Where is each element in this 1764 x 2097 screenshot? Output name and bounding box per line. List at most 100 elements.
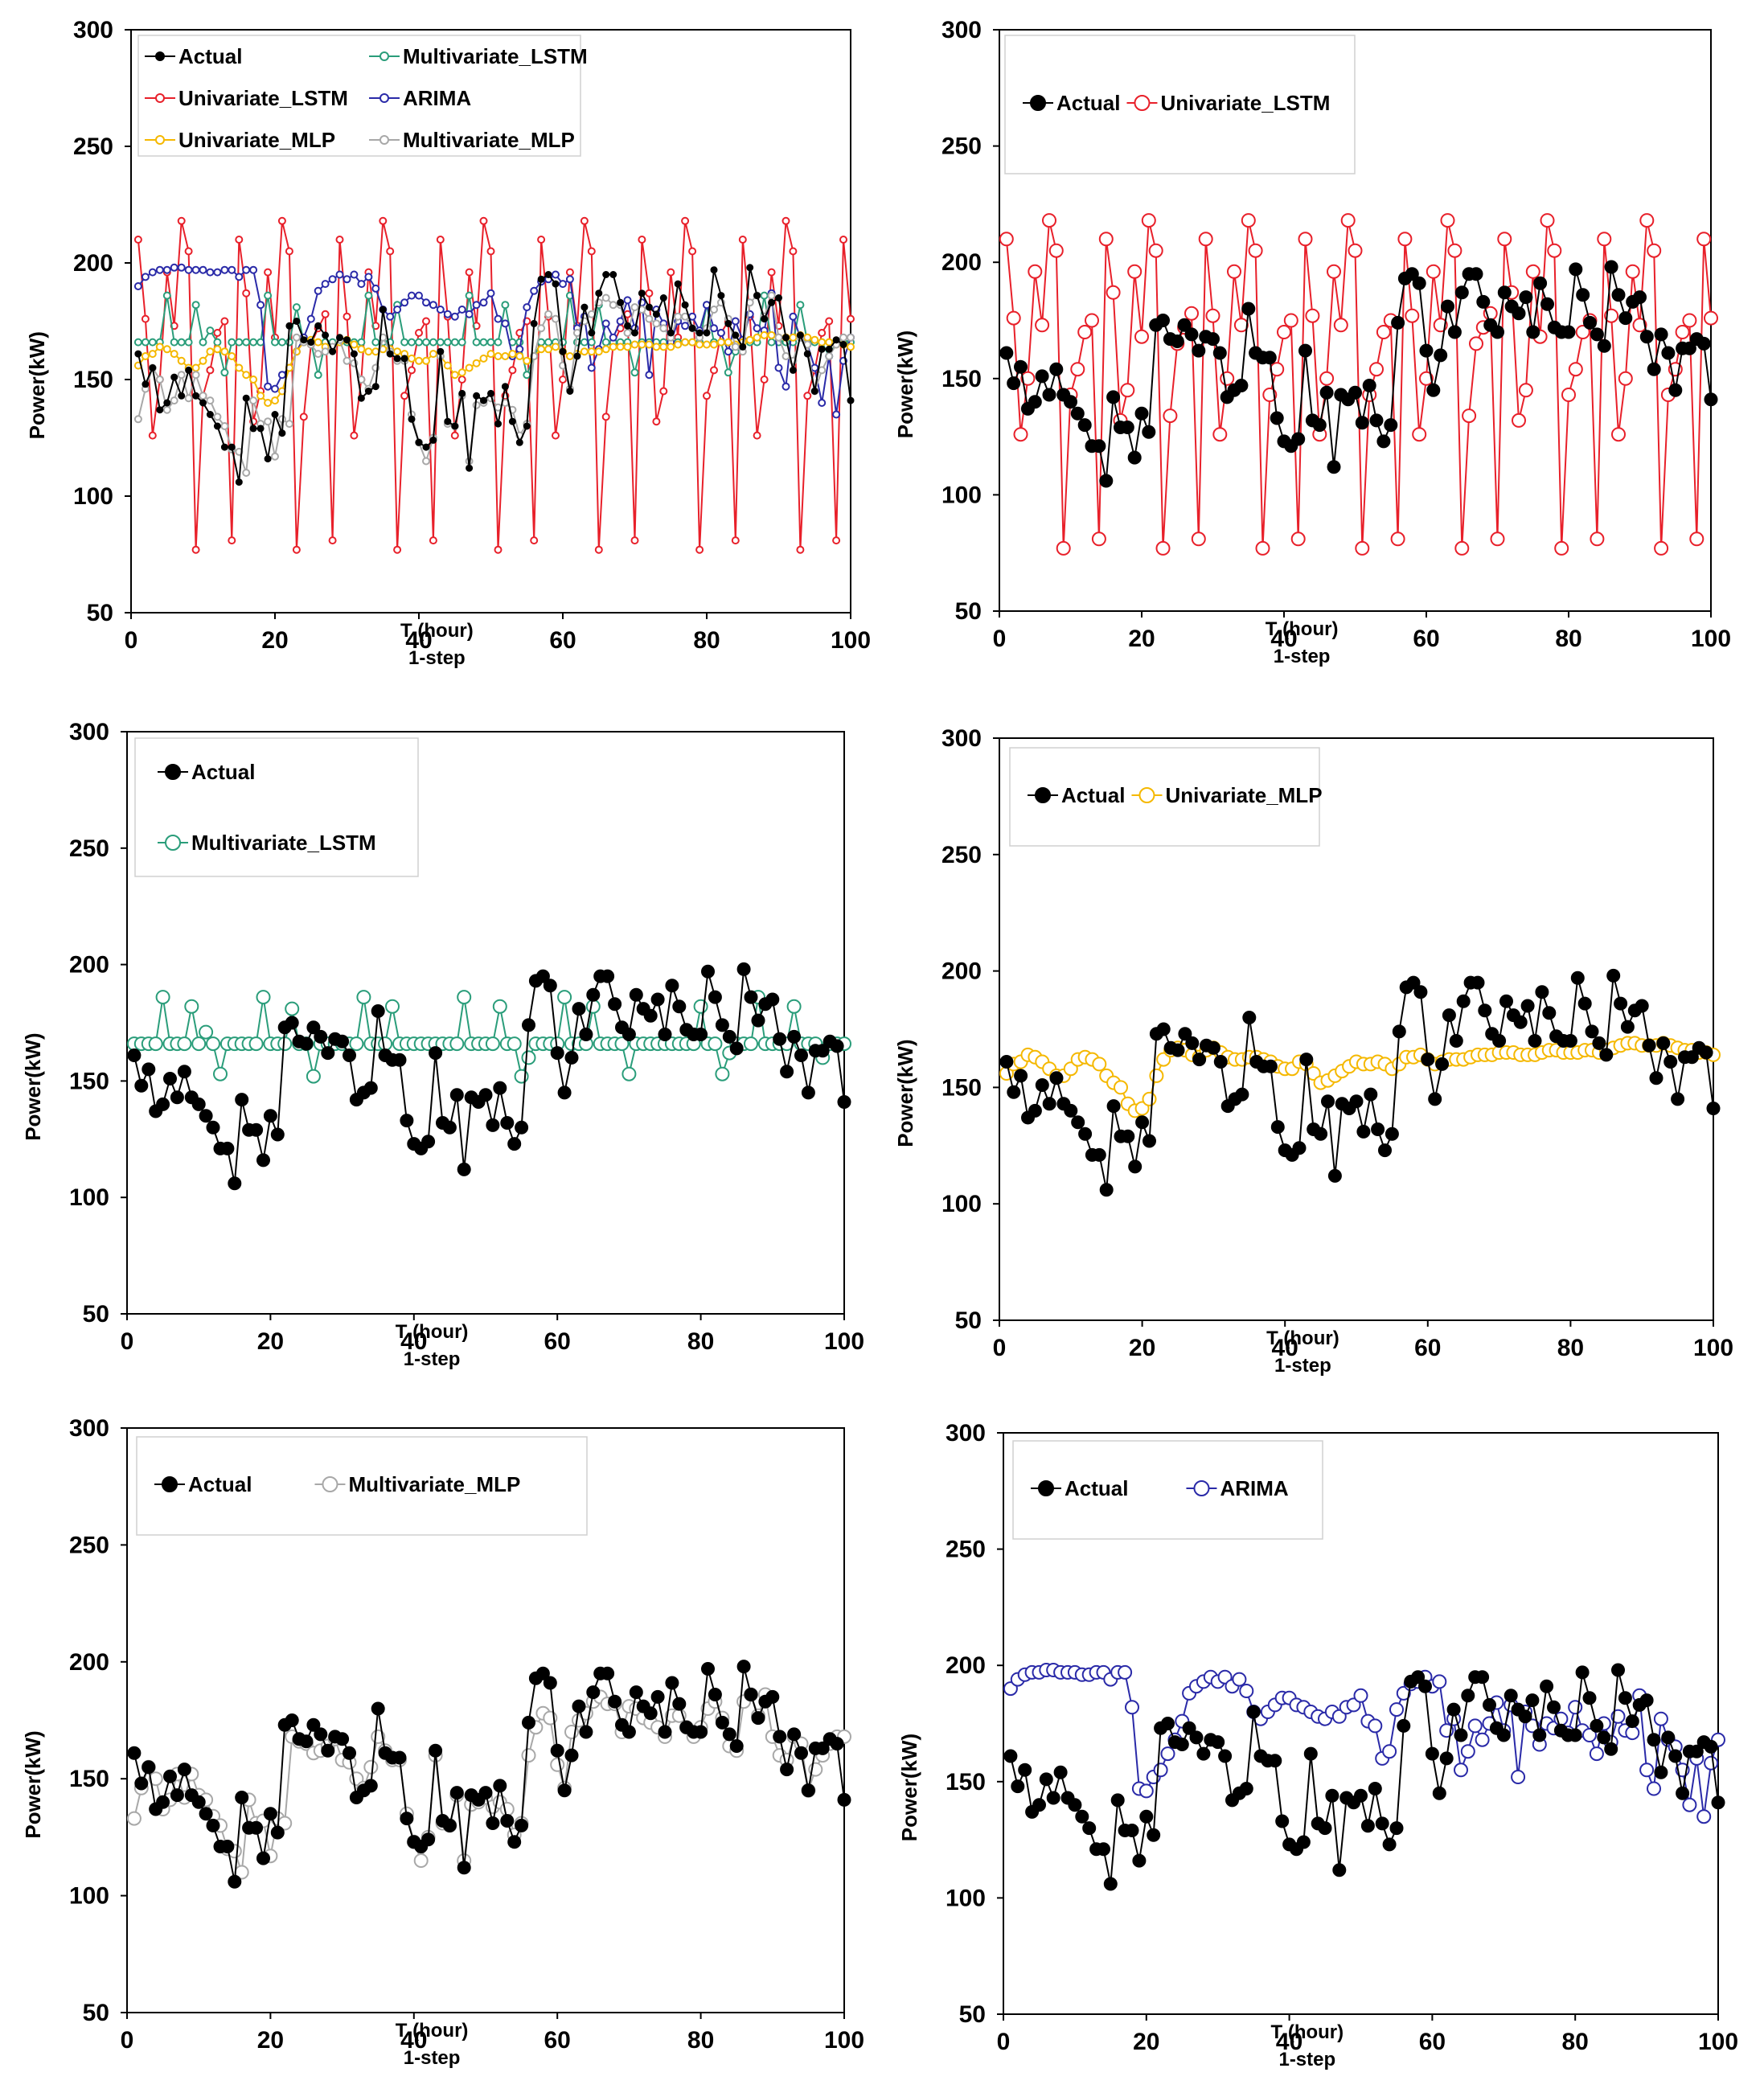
data-point-actual <box>694 1725 708 1739</box>
data-point-multivariate-lstm <box>443 338 452 347</box>
y-tick-label: 300 <box>946 1420 986 1447</box>
data-point-multivariate-mlp <box>264 417 273 426</box>
data-point-univariate-lstm <box>537 236 546 244</box>
x-tick-label: 0 <box>125 627 138 654</box>
data-point-actual <box>285 1016 299 1030</box>
series-line-multivariate-mlp <box>137 293 851 474</box>
data-point-actual <box>263 1807 277 1821</box>
x-axis-sublabel: 1-step <box>1274 1355 1331 1377</box>
data-point-actual <box>608 997 622 1012</box>
data-point-actual <box>1412 276 1426 290</box>
data-point-arima <box>1432 1674 1447 1689</box>
data-point-arima <box>1239 1684 1254 1698</box>
data-point-arima <box>1160 1746 1175 1762</box>
data-point-actual <box>264 455 272 463</box>
data-point-actual <box>1649 1071 1663 1085</box>
data-point-actual <box>732 331 740 339</box>
data-point-actual <box>1671 1092 1685 1106</box>
data-point-multivariate-lstm <box>292 303 301 312</box>
data-point-univariate-mlp <box>220 347 229 356</box>
legend-label: Actual <box>188 1472 252 1496</box>
data-point-actual <box>1135 1115 1150 1130</box>
data-point-actual <box>1270 411 1284 425</box>
data-point-univariate-mlp <box>716 338 725 347</box>
data-point-arima <box>242 265 251 274</box>
data-point-actual <box>1139 1809 1154 1824</box>
data-point-actual <box>1134 406 1149 421</box>
data-point-arima <box>724 347 732 356</box>
data-point-arima <box>328 275 337 284</box>
data-point-univariate-mlp <box>1134 1101 1150 1116</box>
data-point-univariate-lstm <box>594 545 603 554</box>
data-point-actual <box>134 1776 149 1791</box>
data-point-actual <box>235 1093 249 1107</box>
data-point-actual <box>156 1795 170 1809</box>
data-point-actual <box>1035 1078 1049 1092</box>
data-point-arima <box>1511 1770 1526 1784</box>
data-point-multivariate-lstm <box>521 1050 536 1065</box>
x-axis-sublabel: 1-step <box>404 2047 461 2069</box>
data-point-multivariate-lstm <box>708 1036 723 1052</box>
data-point-actual <box>1392 1024 1406 1039</box>
data-point-actual <box>1583 315 1597 330</box>
data-point-actual <box>444 417 452 425</box>
data-point-actual <box>422 443 430 451</box>
data-point-univariate-lstm <box>1155 540 1171 556</box>
data-point-univariate-mlp <box>508 350 517 359</box>
data-point-multivariate-lstm <box>184 338 193 347</box>
data-point-multivariate-lstm <box>170 338 178 347</box>
legend-entry-actual: Actual <box>1028 783 1125 807</box>
data-point-actual <box>1007 1085 1021 1099</box>
data-point-univariate-mlp <box>695 340 704 349</box>
data-point-multivariate-lstm <box>213 338 222 347</box>
data-point-multivariate-mlp <box>544 310 553 318</box>
data-point-univariate-mlp <box>393 347 402 356</box>
data-point-arima <box>1396 1685 1411 1701</box>
data-point-arima <box>321 280 330 289</box>
data-point-actual <box>1299 1053 1314 1067</box>
data-point-multivariate-lstm <box>415 338 423 347</box>
data-point-actual <box>1142 425 1156 439</box>
data-point-actual <box>306 1717 321 1732</box>
data-point-univariate-lstm <box>552 431 560 440</box>
data-point-univariate-mlp <box>1092 1057 1107 1072</box>
data-point-actual <box>703 329 711 337</box>
data-point-actual <box>617 298 625 306</box>
data-point-arima <box>264 382 273 391</box>
data-point-actual <box>343 336 351 344</box>
legend-label: Multivariate_LSTM <box>403 44 588 68</box>
data-point-actual <box>1520 999 1535 1013</box>
data-point-arima <box>479 298 488 307</box>
data-point-actual <box>1483 1697 1496 1712</box>
data-point-multivariate-mlp <box>630 303 639 312</box>
data-point-actual <box>142 1062 156 1077</box>
data-point-univariate-mlp <box>825 338 834 347</box>
data-point-univariate-lstm <box>1405 308 1420 323</box>
data-point-univariate-mlp <box>638 340 646 349</box>
data-point-actual <box>185 366 193 374</box>
data-point-multivariate-lstm <box>133 338 142 347</box>
data-point-multivariate-mlp <box>314 350 322 359</box>
data-point-univariate-lstm <box>465 268 474 277</box>
y-tick-label: 150 <box>946 1769 986 1795</box>
data-point-univariate-lstm <box>710 366 718 375</box>
data-point-arima <box>731 317 740 326</box>
series-line-univariate-lstm <box>137 220 851 550</box>
data-point-actual <box>658 1725 672 1739</box>
data-point-multivariate-mlp <box>242 469 251 477</box>
series-actual <box>999 968 1721 1197</box>
legend: Actual Multivariate_MLP <box>136 1436 588 1536</box>
data-point-multivariate-lstm <box>206 1036 220 1052</box>
data-point-univariate-lstm <box>177 216 186 225</box>
data-point-arima <box>515 345 524 354</box>
data-point-univariate-mlp <box>753 333 761 342</box>
data-point-actual <box>449 1088 464 1102</box>
data-point-arima <box>710 324 718 333</box>
data-point-univariate-lstm <box>457 375 466 384</box>
data-point-multivariate-mlp <box>710 306 718 314</box>
data-point-actual <box>1127 450 1142 465</box>
data-point-actual <box>1535 985 1549 999</box>
data-point-actual <box>1592 1036 1606 1050</box>
data-point-univariate-lstm <box>1355 540 1370 556</box>
chart-panel-4: 50 100 150 200 250 300 0 20 40 60 80 100 Power(kW) T … <box>893 725 1733 1377</box>
